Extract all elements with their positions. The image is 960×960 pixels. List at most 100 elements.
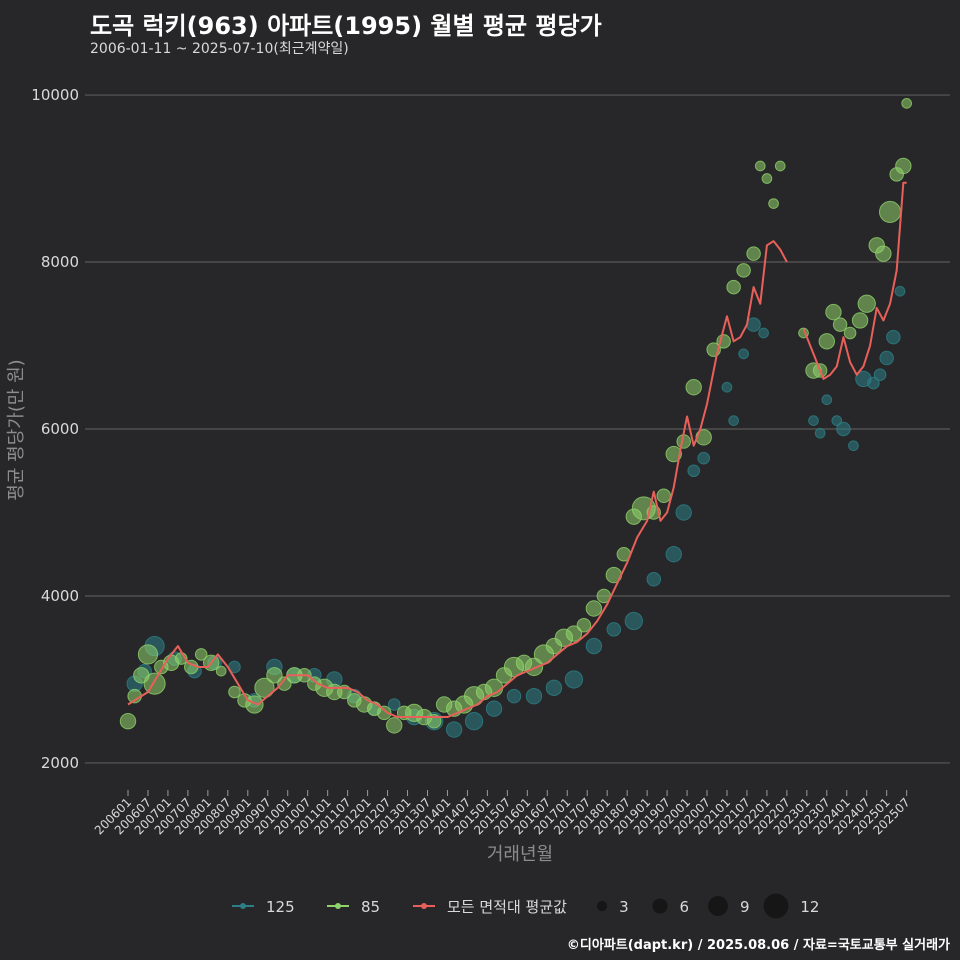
data-point-125 xyxy=(525,687,543,705)
y-tick-label: 8000 xyxy=(41,253,79,271)
data-point-125 xyxy=(665,546,682,563)
x-axis: 2006012006072007012007072008012008072009… xyxy=(92,790,913,838)
y-tick-label: 4000 xyxy=(41,587,79,605)
legend-size-circle xyxy=(763,893,789,919)
data-point-85 xyxy=(754,160,766,172)
data-point-125 xyxy=(545,679,563,697)
data-point-125 xyxy=(758,327,769,339)
data-point-125 xyxy=(808,415,819,427)
data-point-125 xyxy=(464,712,484,731)
data-point-85 xyxy=(857,294,876,313)
average-line xyxy=(802,181,907,380)
data-point-85 xyxy=(119,713,137,730)
legend-item-average: 모든 면적대 평균값 xyxy=(413,898,567,916)
data-point-85 xyxy=(843,326,857,340)
data-point-125 xyxy=(445,721,463,738)
legend-label: 125 xyxy=(266,898,295,916)
data-point-125 xyxy=(836,421,851,437)
legend-item-85: 85 xyxy=(327,898,380,916)
y-tick-label: 10000 xyxy=(31,86,79,104)
data-point-85 xyxy=(736,263,751,278)
data-point-85 xyxy=(818,333,836,350)
legend-swatch-dot xyxy=(421,903,427,909)
legend-size-item: 9 xyxy=(708,896,750,916)
data-point-85 xyxy=(825,303,842,321)
legend-size-item: 6 xyxy=(652,898,689,916)
data-point-125 xyxy=(867,376,880,390)
data-point-125 xyxy=(879,350,894,366)
data-point-125 xyxy=(728,415,739,427)
data-point-85 xyxy=(656,488,672,504)
y-tick-label: 6000 xyxy=(41,420,79,438)
legend-size-label: 12 xyxy=(800,898,819,916)
legend-size-circle xyxy=(596,900,608,912)
data-point-85 xyxy=(245,695,264,714)
data-point-85 xyxy=(194,648,208,661)
legend-swatch-dot xyxy=(335,903,341,909)
data-point-125 xyxy=(675,504,692,521)
legend-size-label: 6 xyxy=(680,898,690,916)
y-axis-label: 평균 평당가(만 원) xyxy=(6,359,27,500)
data-point-125 xyxy=(606,622,622,637)
data-point-85 xyxy=(266,667,283,684)
legend-size-label: 9 xyxy=(740,898,750,916)
data-point-85 xyxy=(774,160,786,172)
data-point-85 xyxy=(228,685,241,699)
data-point-85 xyxy=(376,705,392,721)
data-point-125 xyxy=(886,329,901,345)
data-point-85 xyxy=(746,246,761,261)
data-point-125 xyxy=(738,348,749,360)
data-point-85 xyxy=(665,445,682,463)
legend-size-item: 3 xyxy=(596,898,629,916)
data-point-85 xyxy=(726,279,741,295)
data-point-85 xyxy=(832,317,848,332)
data-point-85 xyxy=(901,98,913,109)
average-line xyxy=(127,240,788,719)
data-point-85 xyxy=(895,157,912,175)
data-point-85 xyxy=(143,672,166,695)
x-axis-label: 거래년월 xyxy=(487,844,553,865)
legend-label: 모든 면적대 평균값 xyxy=(447,898,567,916)
data-point-85 xyxy=(277,676,292,691)
data-point-85 xyxy=(875,245,892,262)
data-point-125 xyxy=(506,688,522,704)
data-point-85 xyxy=(761,173,773,184)
data-point-85 xyxy=(878,200,902,223)
data-point-85 xyxy=(685,379,702,396)
y-tick-label: 2000 xyxy=(41,754,79,772)
data-point-125 xyxy=(721,381,733,393)
data-point-125 xyxy=(564,670,584,689)
data-point-125 xyxy=(821,394,833,406)
legend: 125 85 모든 면적대 평균값 3 6 9 12 xyxy=(232,893,819,919)
data-point-125 xyxy=(387,698,401,711)
legend-swatch-dot xyxy=(240,903,246,909)
series-85-points xyxy=(119,98,913,734)
legend-size-label: 3 xyxy=(619,898,629,916)
legend-size-circle xyxy=(652,898,668,914)
average-line-layer xyxy=(127,181,907,719)
legend-label: 85 xyxy=(361,898,380,916)
y-axis-tick-labels: 2000 4000 6000 8000 10000 xyxy=(31,86,79,772)
data-point-85 xyxy=(585,600,603,617)
chart-subtitle: 2006-01-11 ~ 2025-07-10(최근계약일) xyxy=(90,41,349,57)
data-point-125 xyxy=(831,415,843,427)
legend-size-item: 12 xyxy=(763,893,819,919)
data-point-85 xyxy=(386,717,403,734)
data-point-125 xyxy=(485,700,503,717)
data-point-125 xyxy=(873,368,887,382)
data-point-85 xyxy=(851,312,869,329)
data-point-85 xyxy=(254,677,275,698)
data-point-125 xyxy=(624,611,643,631)
legend-item-125: 125 xyxy=(232,898,295,916)
data-point-125 xyxy=(848,440,859,452)
data-point-125 xyxy=(746,317,761,332)
data-point-125 xyxy=(687,464,701,478)
data-point-125 xyxy=(697,451,710,465)
data-point-85 xyxy=(215,665,227,677)
legend-size-circle xyxy=(708,896,728,916)
data-point-125 xyxy=(646,572,662,587)
data-point-85 xyxy=(137,644,159,665)
data-point-85 xyxy=(576,617,592,633)
source-credit: ©디아파트(dapt.kr) / 2025.08.06 / 자료=국토교통부 실… xyxy=(566,938,950,953)
